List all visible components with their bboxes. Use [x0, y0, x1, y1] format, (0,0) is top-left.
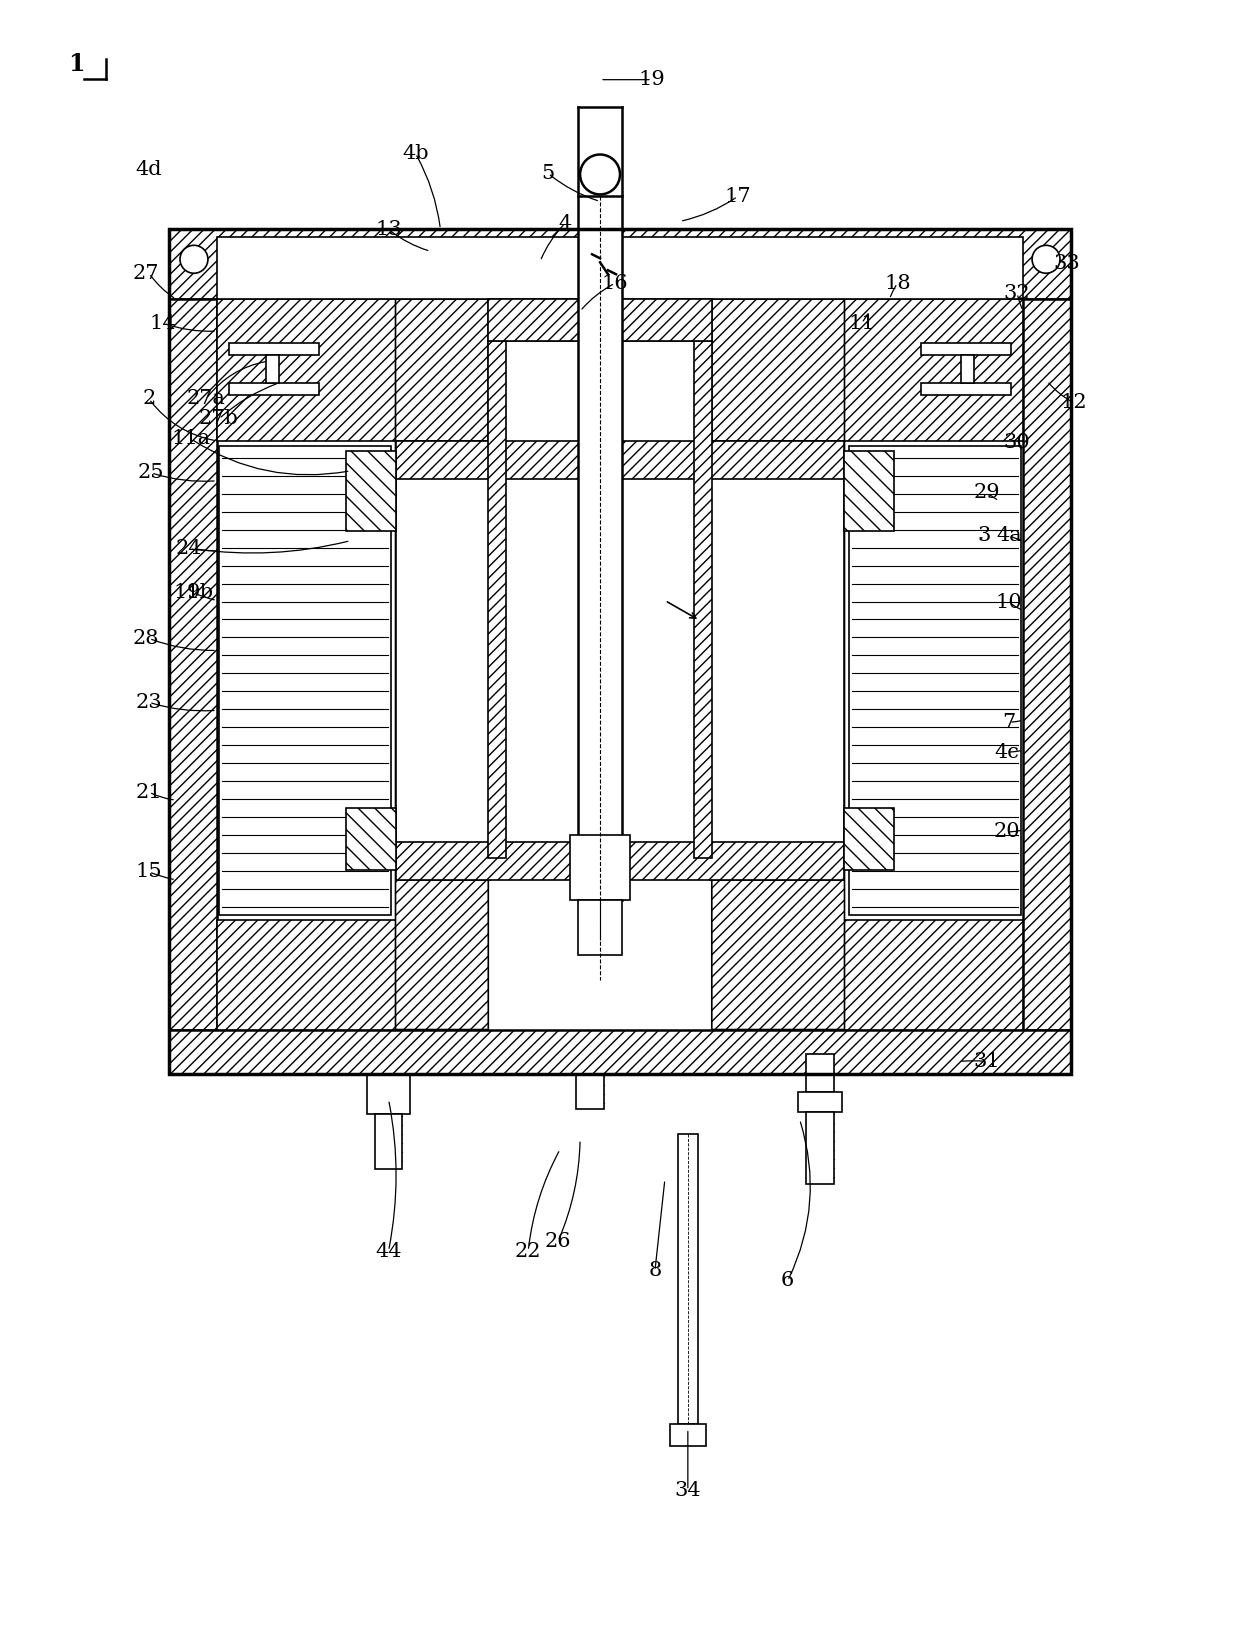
Circle shape — [580, 155, 620, 195]
Text: 3: 3 — [977, 526, 991, 544]
Text: 24: 24 — [176, 540, 202, 558]
Polygon shape — [169, 1030, 1071, 1074]
Circle shape — [1032, 246, 1060, 274]
Polygon shape — [921, 343, 1011, 355]
Text: 23: 23 — [135, 693, 162, 711]
Polygon shape — [169, 299, 217, 1030]
Text: 8: 8 — [649, 1262, 662, 1280]
Polygon shape — [229, 383, 319, 394]
Polygon shape — [346, 450, 396, 531]
Polygon shape — [396, 299, 489, 1030]
Text: 5: 5 — [542, 163, 554, 183]
Text: 10: 10 — [996, 592, 1023, 612]
Polygon shape — [229, 343, 319, 355]
Polygon shape — [670, 1424, 706, 1445]
Text: 4c: 4c — [994, 742, 1019, 762]
Text: 27: 27 — [133, 264, 159, 282]
Text: 9: 9 — [186, 582, 200, 602]
Polygon shape — [961, 355, 975, 383]
Text: 12: 12 — [1060, 393, 1087, 412]
Polygon shape — [219, 446, 391, 914]
Text: 4a: 4a — [996, 526, 1022, 544]
Text: 11b: 11b — [172, 582, 213, 602]
Polygon shape — [806, 1112, 833, 1185]
Polygon shape — [396, 842, 844, 879]
Text: 33: 33 — [1054, 254, 1080, 272]
Text: 14: 14 — [150, 314, 176, 333]
Polygon shape — [217, 299, 396, 441]
Text: 27b: 27b — [200, 409, 239, 429]
Polygon shape — [797, 1092, 842, 1112]
Circle shape — [180, 246, 208, 274]
Polygon shape — [578, 196, 622, 899]
Polygon shape — [844, 450, 894, 531]
Polygon shape — [169, 229, 1071, 1074]
Polygon shape — [265, 355, 279, 383]
Polygon shape — [396, 441, 490, 879]
Text: 29: 29 — [973, 483, 1001, 502]
Polygon shape — [709, 441, 844, 879]
Polygon shape — [1023, 299, 1071, 1030]
Polygon shape — [367, 1074, 410, 1114]
Polygon shape — [806, 1054, 833, 1092]
Polygon shape — [844, 808, 894, 870]
Polygon shape — [921, 383, 1011, 394]
Text: 11: 11 — [848, 314, 875, 333]
Text: 15: 15 — [135, 863, 162, 881]
Polygon shape — [678, 1134, 698, 1424]
Text: 6: 6 — [781, 1272, 795, 1290]
Text: 11a: 11a — [171, 429, 211, 449]
Polygon shape — [712, 299, 844, 1030]
Text: 34: 34 — [675, 1482, 701, 1500]
Polygon shape — [570, 835, 630, 899]
Bar — [169, 229, 1071, 1074]
Polygon shape — [844, 299, 1023, 441]
Text: 18: 18 — [884, 274, 910, 292]
Text: 4d: 4d — [136, 160, 162, 178]
Polygon shape — [396, 441, 844, 478]
Text: 13: 13 — [376, 219, 402, 239]
Polygon shape — [217, 919, 396, 1030]
Polygon shape — [844, 919, 1023, 1030]
Text: 19: 19 — [639, 71, 666, 89]
Text: 16: 16 — [601, 274, 629, 292]
Text: 32: 32 — [1004, 284, 1030, 302]
Text: 26: 26 — [544, 1231, 572, 1251]
Text: 22: 22 — [515, 1241, 542, 1261]
Text: 17: 17 — [724, 186, 751, 206]
Text: 21: 21 — [135, 782, 162, 802]
Polygon shape — [849, 446, 1021, 914]
Text: 31: 31 — [973, 1053, 1001, 1071]
Polygon shape — [169, 229, 1071, 299]
Polygon shape — [489, 342, 506, 858]
Text: 27a: 27a — [186, 389, 226, 409]
Polygon shape — [217, 238, 1023, 299]
Polygon shape — [217, 299, 1023, 342]
Text: 44: 44 — [376, 1241, 402, 1261]
Text: 4: 4 — [558, 214, 572, 233]
Text: 4b: 4b — [402, 144, 429, 163]
Polygon shape — [577, 1074, 604, 1109]
Text: 7: 7 — [1002, 713, 1016, 731]
Polygon shape — [489, 299, 712, 342]
Polygon shape — [578, 899, 622, 955]
Text: 2: 2 — [143, 389, 156, 409]
Polygon shape — [346, 808, 396, 870]
Text: 25: 25 — [138, 464, 165, 482]
Text: 28: 28 — [133, 629, 159, 648]
Text: 20: 20 — [993, 822, 1021, 842]
Polygon shape — [374, 1114, 403, 1170]
Text: 30: 30 — [1003, 434, 1030, 452]
Text: 1: 1 — [68, 51, 84, 76]
Polygon shape — [694, 342, 712, 858]
